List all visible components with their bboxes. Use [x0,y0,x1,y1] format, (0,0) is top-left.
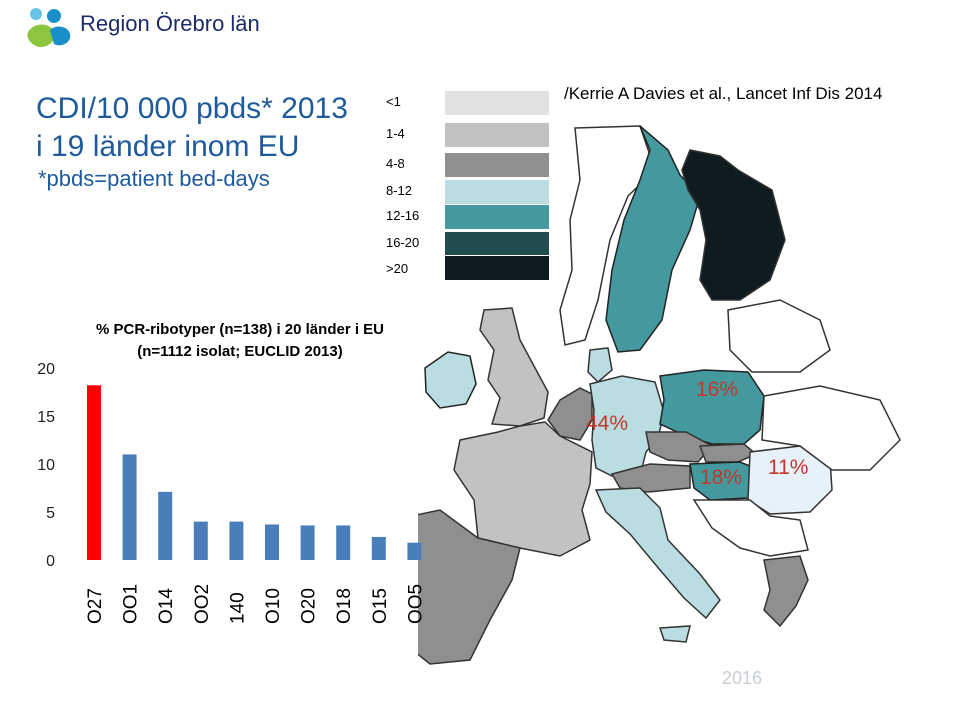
map-country-slovakia [698,443,758,463]
map-country-spain [418,509,521,665]
reference-citation: /Kerrie A Davies et al., Lancet Inf Dis … [564,84,883,103]
map-country-sicily [658,625,691,643]
y-tick-label: 20 [37,361,55,378]
y-tick-label: 15 [37,409,55,426]
y-axis: 0 5 10 15 20 [37,361,55,570]
x-tick-label: O18 [334,588,355,624]
y-tick-label: 10 [37,457,55,474]
bar [158,491,173,560]
map-country-czech [645,431,714,463]
slide-title: CDI/10 000 pbds* 2013 i 19 länder inom E… [36,90,348,166]
legend-swatch [444,90,550,116]
bar [229,521,244,560]
europe-map: 44% 16% 18% 11% [418,125,901,665]
organization-logo [24,6,264,52]
x-tick-label: OO5 [405,584,426,624]
map-country-germany [589,375,665,477]
x-axis-labels: O27 OO1 O14 OO2 140 O10 O20 O18 O15 OO5 [85,584,426,624]
bar [407,542,422,560]
x-tick-label: O15 [370,588,391,624]
legend-swatch [444,179,550,205]
legend-label: <1 [386,94,401,109]
bars [87,385,422,560]
legend-swatch [444,152,550,178]
map-country-ukraine [761,385,901,471]
map-annotation-romania: 11% [768,456,808,479]
bar [193,521,208,560]
map-country-baltics [727,299,831,373]
legend-swatch [444,122,550,148]
bar [265,524,279,560]
slide-title-line1: CDI/10 000 pbds* 2013 [36,92,348,125]
x-tick-label: O14 [156,588,177,624]
x-tick-label: OO2 [192,584,213,624]
bar [371,536,386,560]
y-tick-label: 5 [46,505,55,522]
legend-label: 16-20 [386,235,420,250]
logo-icon [27,8,71,48]
bar [122,454,137,560]
legend-label: 12-16 [386,208,420,223]
map-annotation-hungary: 18% [700,466,742,489]
legend-swatch [444,204,550,230]
map-country-finland [681,149,786,301]
legend-label: 4-8 [386,156,405,171]
map-annotation-germany: 44% [586,412,628,435]
bar [300,525,315,560]
legend-label: 1-4 [386,126,405,141]
y-tick-label: 0 [46,553,55,570]
slide-subtitle: *pbds=patient bed-days [38,166,270,191]
map-country-greece [763,555,809,628]
x-tick-label: O20 [299,588,320,624]
chart-title: % PCR-ribotyper (n=138) i 20 länder i EU [96,321,384,338]
map-country-benelux [547,387,593,441]
organization-name: Region Örebro län [80,11,260,36]
map-country-balkans [692,499,809,557]
map-country-austria [610,463,691,493]
ribotype-bar-chart: % PCR-ribotyper (n=138) i 20 länder i EU… [37,321,426,624]
map-country-italy [594,487,721,620]
legend-swatch [444,255,550,281]
map-annotation-poland: 16% [696,378,738,401]
legend-label: >20 [386,261,409,276]
map-country-france [453,421,593,557]
map-country-ireland [424,351,477,409]
footer-year: 2016 [722,668,763,688]
map-country-uk [479,307,549,427]
x-tick-label: O10 [263,588,284,624]
x-tick-label: OO1 [121,584,142,624]
x-tick-label: O27 [85,588,106,624]
bar [87,385,101,560]
x-tick-label: 140 [227,592,248,624]
slide-title-line2: i 19 länder inom EU [36,130,300,163]
legend-label: 8-12 [386,183,413,198]
bar [336,525,351,560]
chart-subtitle: (n=1112 isolat; EUCLID 2013) [137,343,343,360]
map-country-denmark [587,347,613,384]
